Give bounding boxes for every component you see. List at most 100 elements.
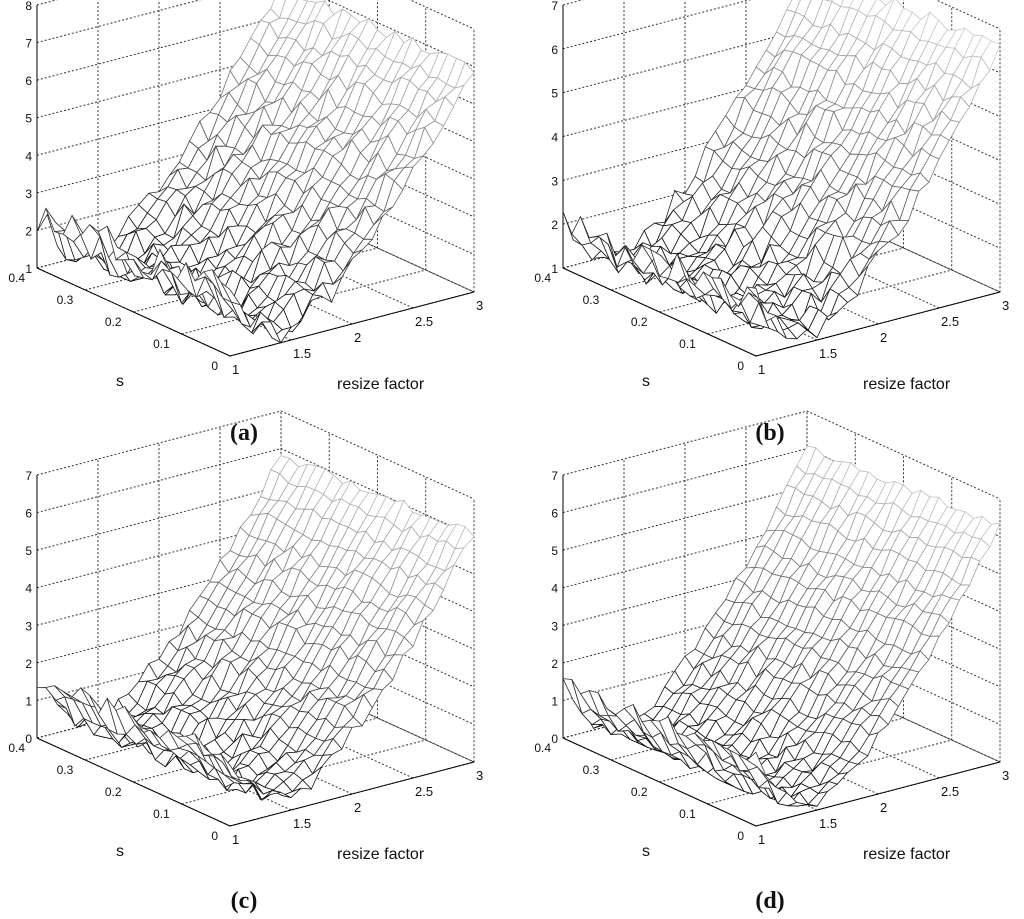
z-tick-label: 5	[25, 544, 32, 558]
x-axis	[755, 291, 1001, 357]
y-axis	[36, 267, 231, 357]
y-tick-label: 0.1	[679, 337, 696, 351]
surface-cell	[220, 282, 242, 306]
z-tick-label: 1	[551, 262, 558, 276]
panel-caption: (b)	[755, 420, 784, 446]
z-tick-label: 1	[25, 262, 32, 276]
x-axis	[229, 291, 475, 357]
surface-mesh	[36, 0, 475, 344]
tick-labels: 1 2 3 4 5 6 7 8 1 1.5 2 2.5 3 0 0.1 0.2 0.3 0.4	[8, 0, 483, 377]
z-gridline	[562, 410, 1001, 500]
x-tick-label: 1	[758, 362, 765, 377]
y-tick-label: 0.1	[679, 807, 696, 821]
z-tick-label: 7	[25, 469, 32, 483]
z-tick-label: 6	[551, 43, 558, 57]
z-tick-label: 6	[551, 507, 558, 521]
x-axis	[229, 761, 475, 827]
x-axis-label: resize factor	[337, 376, 425, 393]
z-tick-label: 0	[551, 732, 558, 746]
y-tick-label: 0.4	[534, 741, 551, 755]
x-axis-label: resize factor	[337, 846, 425, 863]
y-tick-label: 0.3	[583, 293, 600, 307]
z-tick-label: 6	[25, 74, 32, 88]
z-gridline	[36, 410, 475, 500]
x-tick-label: 2	[354, 330, 361, 345]
z-tick-label: 0	[25, 732, 32, 746]
y-tick-label: 0.3	[57, 763, 74, 777]
axes	[562, 5, 1001, 357]
z-tick-label: 7	[551, 0, 558, 13]
z-gridline	[36, 0, 475, 68]
y-tick-label: 0.2	[105, 315, 122, 329]
z-tick-label: 2	[25, 224, 32, 238]
y-tick-label: 0.4	[534, 271, 551, 285]
z-tick-label: 1	[551, 694, 558, 708]
y-tick-label: 0.4	[8, 741, 25, 755]
x-tick-label: 1	[232, 362, 239, 377]
z-tick-label: 4	[25, 149, 32, 163]
panel-caption: (c)	[231, 888, 258, 914]
surface-cell	[220, 754, 242, 782]
surface-mesh	[36, 455, 475, 801]
y-tick-label: 0.2	[631, 315, 648, 329]
y-axis-label: s	[116, 843, 124, 860]
z-tick-label: 4	[25, 582, 32, 596]
x-axis	[755, 761, 1001, 827]
z-tick-label: 5	[551, 544, 558, 558]
z-tick-label: 2	[25, 657, 32, 671]
z-tick-label: 3	[551, 174, 558, 188]
z-tick-label: 4	[551, 582, 558, 596]
chart-panel-2: 1 2 3 4 5 6 7 1 1.5 2 2.5 3 0 0.1 0.2 0.3 0.4 resize fact…	[534, 0, 1009, 446]
y-axis-label: s	[642, 373, 650, 390]
surface-cell	[746, 751, 767, 777]
y-tick-label: 0.4	[8, 271, 25, 285]
x-tick-label: 1.5	[819, 816, 837, 831]
x-tick-label: 1.5	[293, 346, 311, 361]
z-tick-label: 5	[551, 87, 558, 101]
panel-caption: (d)	[755, 888, 784, 914]
y-tick-label: 0.3	[583, 763, 600, 777]
y-axis	[562, 737, 757, 827]
x-tick-label: 2	[354, 800, 361, 815]
surface-cell	[746, 286, 767, 322]
z-tick-label: 3	[551, 619, 558, 633]
z-tick-label: 7	[25, 37, 32, 51]
x-tick-label: 1.5	[819, 346, 837, 361]
y-axis	[562, 267, 757, 357]
z-gridline	[36, 0, 475, 30]
y-axis-label: s	[116, 373, 124, 390]
z-tick-label: 6	[25, 507, 32, 521]
z-tick-label: 3	[25, 619, 32, 633]
x-tick-label: 2	[880, 800, 887, 815]
x-tick-label: 2	[880, 330, 887, 345]
z-tick-label: 3	[25, 187, 32, 201]
y-tick-label: 0.2	[631, 785, 648, 799]
z-tick-label: 4	[551, 131, 558, 145]
axes	[36, 475, 475, 827]
z-tick-label: 1	[25, 694, 32, 708]
z-tick-label: 7	[551, 469, 558, 483]
z-tick-label: 2	[551, 218, 558, 232]
y-tick-label: 0	[737, 359, 744, 373]
y-tick-label: 0	[211, 829, 218, 843]
y-tick-label: 0.1	[153, 337, 170, 351]
y-tick-label: 0	[737, 829, 744, 843]
x-axis-label: resize factor	[863, 376, 951, 393]
x-tick-label: 1.5	[293, 816, 311, 831]
surface-mesh	[562, 0, 1001, 340]
y-axis	[36, 737, 231, 827]
x-tick-label: 3	[476, 298, 483, 313]
z-tick-label: 5	[25, 112, 32, 126]
x-tick-label: 2.5	[941, 784, 959, 799]
y-axis-label: s	[642, 843, 650, 860]
x-tick-label: 3	[476, 768, 483, 783]
axes	[562, 475, 1001, 827]
x-tick-label: 2.5	[941, 314, 959, 329]
chart-panel-1: 1 2 3 4 5 6 7 8 1 1.5 2 2.5 3 0 0.1 0.2 0.3 0.4 resize fac…	[8, 0, 483, 446]
x-axis-label: resize factor	[863, 846, 951, 863]
